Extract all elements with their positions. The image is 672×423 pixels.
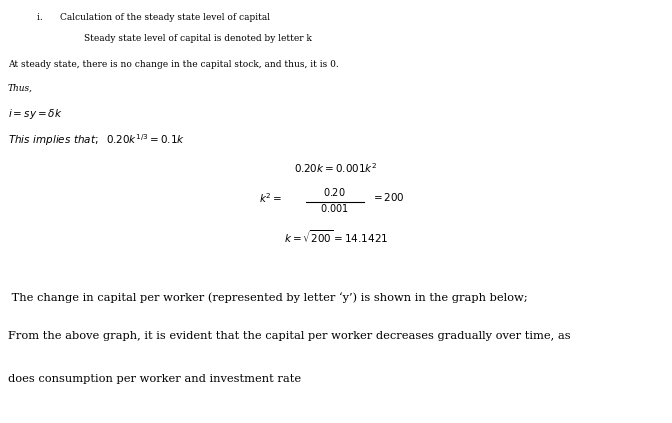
Text: i.      Calculation of the steady state level of capital: i. Calculation of the steady state level… [37,13,270,22]
Text: $0.20$: $0.20$ [323,186,346,198]
Text: does consumption per worker and investment rate: does consumption per worker and investme… [8,374,301,385]
Text: $k = \sqrt{200} = 14.1421$: $k = \sqrt{200} = 14.1421$ [284,228,388,245]
Text: Steady state level of capital is denoted by letter k: Steady state level of capital is denoted… [84,34,312,43]
Text: From the above graph, it is evident that the capital per worker decreases gradua: From the above graph, it is evident that… [8,331,571,341]
Text: $0.001$: $0.001$ [320,202,349,214]
Text: $\mathit{This\ implies\ that;}$  $0.20k^{1/3} = 0.1k$: $\mathit{This\ implies\ that;}$ $0.20k^{… [8,132,185,148]
Text: Thus,: Thus, [8,83,33,92]
Text: $i = sy = \delta k$: $i = sy = \delta k$ [8,107,62,121]
Text: $k^{2} = $: $k^{2} = $ [259,191,282,205]
Text: The change in capital per worker (represented by letter ‘y’) is shown in the gra: The change in capital per worker (repres… [8,292,528,302]
Text: At steady state, there is no change in the capital stock, and thus, it is 0.: At steady state, there is no change in t… [8,60,339,69]
Text: $0.20k = 0.001k^{2}$: $0.20k = 0.001k^{2}$ [294,162,378,176]
Text: $= 200$: $= 200$ [371,191,405,203]
